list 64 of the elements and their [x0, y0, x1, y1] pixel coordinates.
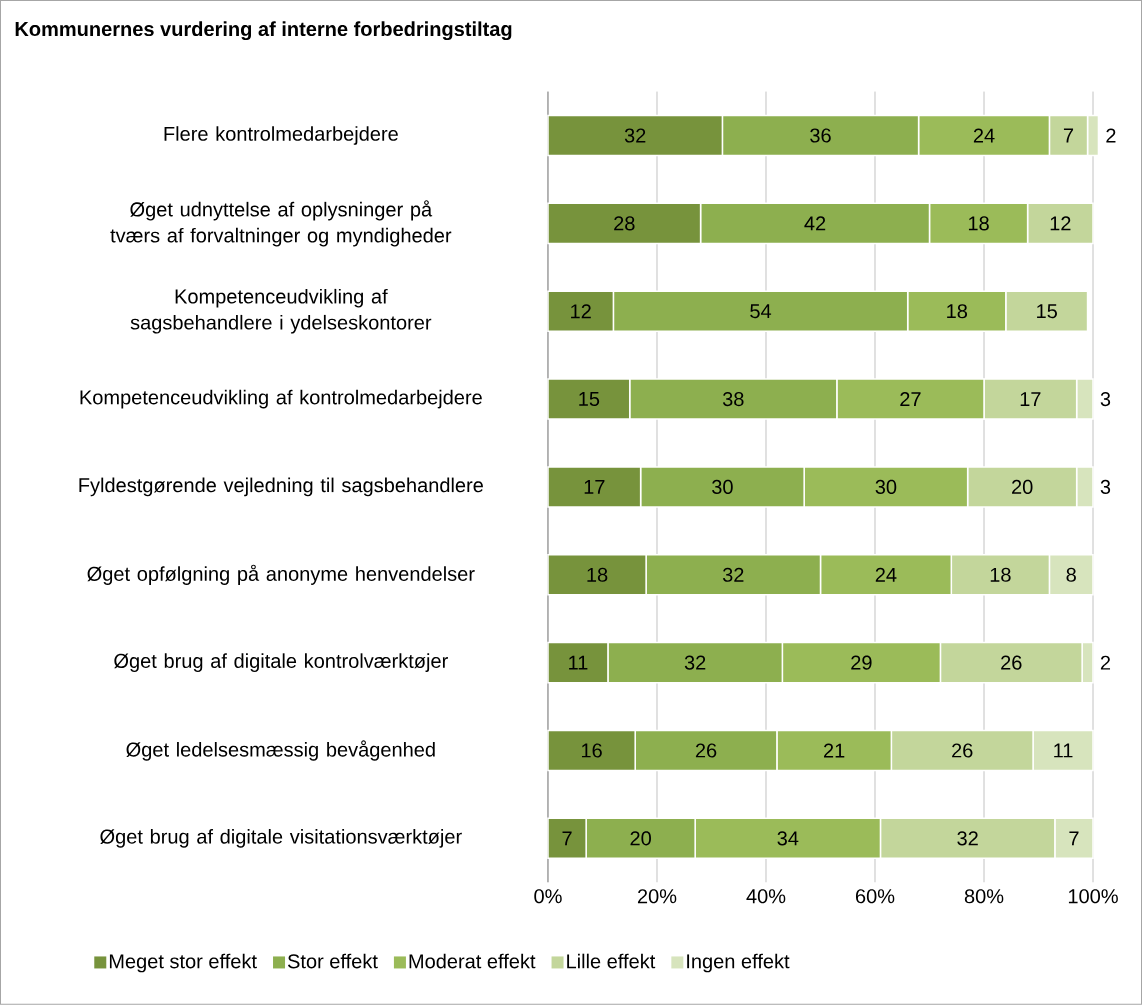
data-label: 2 — [1106, 128, 1116, 143]
data-label: 32 — [957, 831, 978, 846]
data-label: 30 — [875, 479, 897, 495]
x-tick-label: 100% — [1068, 889, 1118, 904]
data-label: 32 — [684, 655, 706, 670]
data-label: 36 — [810, 128, 831, 143]
y-tick-label: Øget opfølgning på anonyme henvendelser — [87, 564, 475, 585]
y-tick-label: Kompetenceudvikling af sagsbehandlere i ydelseskontorer — [130, 288, 432, 334]
y-tick-label: Kompetenceudvikling af kontrolmedarbejdere — [80, 389, 482, 409]
data-label: 15 — [1037, 304, 1057, 319]
data-label: 12 — [1050, 216, 1071, 231]
y-tick-label: Øget brug af digitale visitationsværktøjer — [100, 829, 462, 848]
data-label: 8 — [1066, 567, 1076, 582]
data-label: 26 — [952, 743, 973, 758]
x-tick-label: 80% — [964, 889, 1004, 904]
data-label: 34 — [777, 831, 799, 846]
y-tick-label: Øget udnyttelse af oplysninger på tværs af forvaltninger og myndigheder — [110, 200, 452, 247]
legend-label: Lille effekt — [567, 953, 656, 969]
data-label: 2 — [1100, 655, 1111, 670]
data-label: 7 — [562, 831, 572, 846]
text: Kommunernes vurdering af interne forbedringstiltag — [15, 21, 512, 41]
legend-label: Meget stor effekt — [109, 953, 257, 973]
data-label: 20 — [630, 831, 651, 846]
y-tick-label: Øget ledelsesmæssig bevågenhed — [126, 740, 435, 761]
data-label: 38 — [722, 392, 744, 407]
data-label: 18 — [587, 567, 608, 582]
data-label: 20 — [1012, 479, 1033, 495]
data-label: 30 — [712, 479, 733, 495]
data-label: 32 — [624, 128, 646, 143]
data-label: 24 — [875, 567, 897, 582]
data-label: 27 — [900, 392, 921, 407]
data-label: 54 — [750, 304, 772, 319]
legend-label: Ingen effekt — [687, 953, 790, 973]
x-tick-label: 40% — [746, 889, 786, 904]
data-label: 11 — [1054, 743, 1073, 758]
x-tick-label: 60% — [855, 889, 895, 904]
data-label: 3 — [1100, 392, 1111, 407]
data-label: 32 — [722, 567, 744, 582]
data-label: 11 — [569, 655, 588, 670]
data-label: 17 — [1020, 392, 1041, 407]
y-tick-label: Flere kontrolmedarbejdere — [164, 126, 398, 145]
data-label: 29 — [851, 655, 872, 670]
data-label: 17 — [584, 480, 605, 494]
data-label: 42 — [804, 216, 826, 231]
x-tick-label: 20% — [637, 889, 677, 904]
data-label: 21 — [824, 743, 845, 758]
legend-label: Stor effekt — [287, 953, 378, 969]
legend-label: Moderat effekt — [409, 953, 536, 969]
data-label: 26 — [695, 743, 717, 758]
data-label: 12 — [571, 304, 591, 319]
y-tick-label: Øget brug af digitale kontrolværktøjer — [114, 653, 448, 673]
data-label: 28 — [614, 216, 635, 231]
data-label: 16 — [581, 743, 602, 758]
y-tick-label: Fyldestgørende vejledning til sagsbehandlere — [79, 477, 483, 497]
data-label: 18 — [990, 567, 1011, 582]
x-tick-label: 0% — [534, 889, 562, 904]
data-label: 18 — [947, 304, 968, 319]
data-label: 7 — [1063, 128, 1074, 143]
data-label: 7 — [1069, 831, 1079, 846]
data-label: 15 — [579, 392, 600, 407]
data-label: 24 — [973, 128, 995, 143]
data-label: 18 — [968, 216, 989, 231]
data-label: 26 — [1001, 655, 1022, 670]
data-label: 3 — [1100, 479, 1111, 495]
